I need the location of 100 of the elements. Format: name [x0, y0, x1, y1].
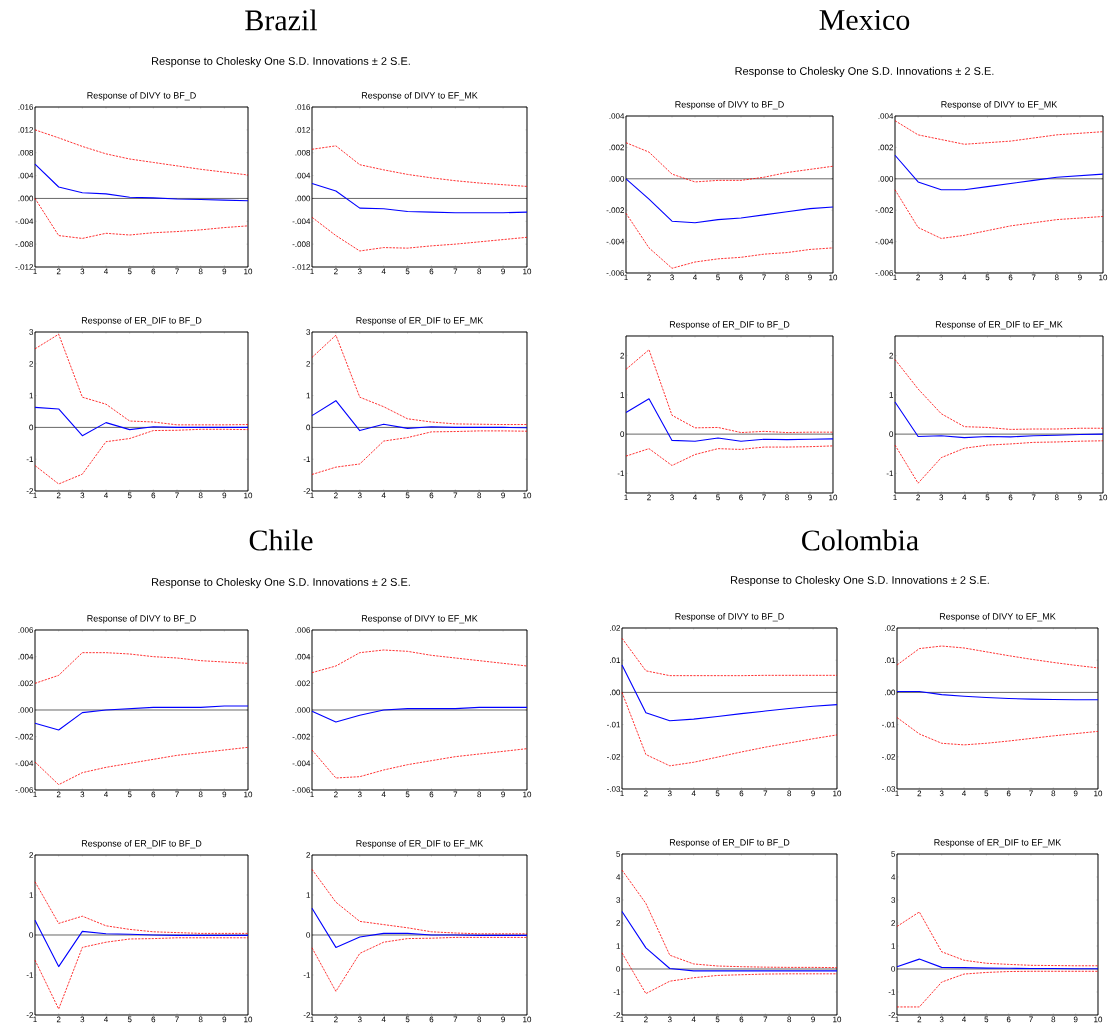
chart-title: Response of DIVY to EF_MK [939, 613, 1056, 622]
x-tick-label: 3 [939, 274, 944, 281]
y-tick-label: 3 [306, 329, 311, 335]
y-tick-label: .004 [878, 113, 894, 119]
text: Brazil [245, 9, 318, 31]
x-tick-label: 10 [244, 492, 253, 499]
x-tick-label: 7 [453, 791, 458, 798]
x-tick-label: 8 [785, 274, 789, 281]
y-tick-label: 1 [616, 943, 621, 949]
x-tick-label: 3 [667, 790, 672, 797]
x-tick-label: 10 [244, 268, 253, 275]
x-tick-label: 3 [80, 492, 85, 499]
x-tick-label: 4 [381, 1016, 386, 1023]
x-tick-label: 3 [357, 1016, 362, 1023]
y-tick-label: 0 [889, 431, 894, 437]
y-tick-label: -1 [26, 456, 34, 462]
x-tick-label: 2 [916, 274, 920, 281]
x-tick-label: 10 [829, 494, 838, 501]
y-tick-label: -1 [613, 989, 621, 995]
x-tick-label: 6 [739, 274, 743, 281]
y-tick-label: .000 [18, 707, 34, 713]
chart-title: Response of ER_DIF to EF_MK [934, 839, 1062, 848]
y-tick-label: -2 [613, 1012, 621, 1018]
x-tick-label: 7 [763, 1016, 768, 1023]
x-tick-label: 2 [647, 494, 651, 501]
x-tick-label: 4 [103, 268, 108, 275]
x-tick-label: 6 [1008, 274, 1013, 281]
y-tick-label: .012 [18, 127, 34, 133]
y-tick-label: 3 [616, 897, 621, 903]
y-tick-label: 0 [620, 431, 625, 437]
y-tick-label: .006 [295, 627, 311, 633]
x-tick-label: 3 [939, 1016, 944, 1023]
x-tick-label: 4 [691, 1016, 696, 1023]
x-tick-label: 9 [501, 1016, 505, 1023]
x-tick-label: 10 [833, 790, 842, 797]
x-tick-label: 2 [334, 791, 338, 798]
y-tick-label: 5 [891, 851, 896, 857]
y-tick-label: -.012 [292, 264, 311, 270]
x-tick-label: 6 [429, 268, 434, 275]
y-tick-label: -1 [303, 972, 311, 978]
y-tick-label: .000 [878, 175, 894, 182]
x-tick-label: 7 [1031, 494, 1036, 501]
x-tick-label: 3 [357, 268, 362, 275]
x-tick-label: 3 [80, 791, 85, 798]
x-tick-label: 8 [1054, 274, 1059, 281]
x-tick-label: 5 [405, 492, 410, 499]
x-tick-label: 2 [56, 791, 61, 798]
x-tick-label: 4 [381, 791, 386, 798]
x-tick-label: 10 [1099, 274, 1108, 281]
x-tick-label: 7 [762, 274, 766, 281]
x-tick-label: 10 [523, 1016, 532, 1023]
y-tick-label: .000 [609, 175, 625, 182]
y-tick-label: .000 [295, 707, 311, 713]
y-tick-label: -2 [26, 1012, 34, 1018]
x-tick-label: 9 [1078, 494, 1082, 501]
y-tick-label: .008 [18, 149, 34, 156]
x-tick-label: 2 [334, 492, 338, 499]
x-tick-label: 10 [833, 1016, 842, 1023]
y-tick-label: -.004 [875, 238, 894, 245]
y-tick-label: 0 [29, 932, 34, 938]
x-tick-label: 5 [715, 1016, 720, 1023]
x-tick-label: 4 [962, 274, 967, 281]
chart-title: Response of DIVY to EF_MK [941, 101, 1058, 110]
x-tick-label: 4 [691, 790, 696, 797]
x-tick-label: 3 [357, 791, 362, 798]
x-tick-label: 8 [785, 494, 789, 501]
y-tick-label: 1 [620, 392, 625, 398]
x-tick-label: 7 [175, 791, 179, 798]
x-tick-label: 4 [961, 790, 966, 797]
y-tick-label: 2 [620, 352, 625, 359]
x-tick-label: 6 [1006, 1016, 1011, 1023]
y-tick-label: -.008 [292, 241, 311, 247]
x-tick-label: 7 [1029, 1016, 1033, 1023]
x-tick-label: 8 [198, 1016, 203, 1023]
y-tick-label: 4 [616, 874, 621, 880]
text: Mexico [819, 9, 910, 31]
x-tick-label: 8 [198, 492, 203, 499]
y-tick-label: -2 [26, 488, 34, 494]
chart-title: Response of ER_DIF to BF_D [81, 840, 202, 849]
x-tick-label: 10 [1099, 494, 1108, 501]
x-tick-label: 9 [222, 1016, 227, 1023]
x-tick-label: 2 [56, 492, 61, 499]
y-tick-label: -.002 [606, 207, 625, 214]
chart-title: Response of DIVY to BF_D [675, 613, 784, 622]
text: Response to Cholesky One S.D. Innovations ± 2 S.E. [735, 66, 994, 78]
y-tick-label: 1 [306, 892, 311, 898]
x-tick-label: 7 [453, 268, 458, 275]
y-tick-label: 2 [306, 361, 311, 367]
chart-title: Response of DIVY to BF_D [87, 92, 196, 101]
y-tick-label: -.004 [15, 218, 34, 225]
x-tick-label: 5 [127, 1016, 132, 1023]
y-tick-label: .006 [18, 627, 34, 633]
y-tick-label: -.004 [292, 218, 311, 225]
x-tick-label: 9 [222, 268, 227, 275]
x-tick-label: 8 [198, 791, 203, 798]
y-tick-label: .008 [295, 149, 311, 156]
y-tick-label: .002 [18, 680, 34, 687]
y-tick-label: -.002 [15, 733, 34, 740]
y-tick-label: 1 [29, 392, 34, 399]
y-tick-label: -.01 [607, 721, 621, 728]
